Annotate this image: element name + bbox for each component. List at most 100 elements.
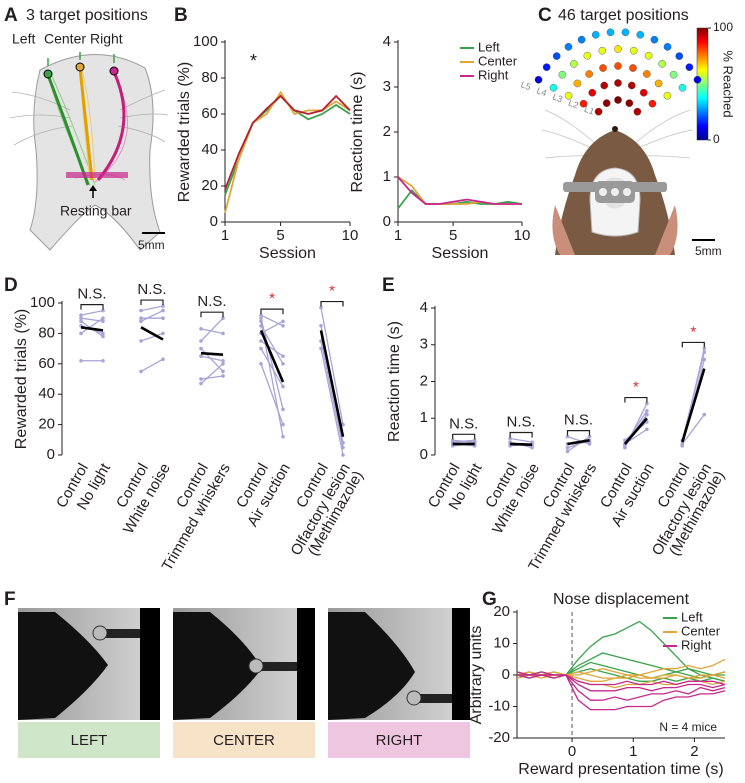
subject-dot — [680, 442, 685, 446]
subject-dot — [702, 350, 707, 354]
x-tick-label: 10 — [342, 227, 359, 244]
target-dot — [598, 46, 607, 55]
subject-line — [200, 375, 224, 380]
legend-label: Right — [478, 67, 509, 82]
significance-label: N.S. — [507, 413, 536, 430]
series-line — [224, 90, 351, 214]
subject-dot — [702, 346, 707, 351]
y-tick-label: 60 — [201, 105, 218, 122]
target-dot — [564, 43, 573, 51]
target-dot — [669, 70, 678, 79]
subject-dot — [259, 313, 263, 317]
x-tick-label: 1 — [629, 743, 637, 760]
target-dot — [644, 51, 653, 60]
target-dot — [621, 28, 630, 37]
subject-dot — [281, 319, 285, 324]
significance-label: * — [329, 283, 335, 300]
series-line — [516, 671, 726, 679]
subject-dot — [565, 449, 570, 454]
y-tick-label: 20 — [201, 177, 218, 194]
target-dot — [588, 88, 597, 97]
y-tick-label: 80 — [38, 324, 55, 341]
subject-dot — [259, 346, 263, 351]
target-dot — [627, 81, 636, 90]
subject-line — [200, 328, 224, 335]
x-axis-label: Session — [259, 245, 316, 262]
subject-dot — [565, 445, 570, 450]
target-dot — [549, 83, 558, 92]
subject-dot — [281, 434, 285, 439]
resting-bar-label: Resting bar — [60, 203, 132, 219]
subject-dot — [319, 305, 323, 310]
subject-line — [320, 348, 344, 456]
panel-letter: G — [482, 589, 497, 610]
y-tick-label: 100 — [193, 33, 218, 50]
y-tick-label: 4 — [420, 299, 428, 316]
y-tick-label: 0 — [47, 446, 55, 463]
subject-dot — [161, 304, 165, 308]
x-axis-label: Reward presentation time (s) — [518, 761, 723, 778]
photo-label: LEFT — [71, 732, 108, 749]
x-tick-label: 2 — [690, 743, 698, 760]
subject-dot — [101, 316, 105, 321]
subject-line — [200, 317, 224, 342]
target-dot — [643, 70, 651, 78]
subject-dot — [587, 434, 592, 439]
significance-label: * — [690, 323, 696, 340]
significance-bracket — [80, 304, 104, 310]
y-axis-label: Reaction time (s) — [349, 72, 366, 193]
target-dot — [675, 52, 684, 60]
subject-line — [260, 320, 284, 334]
y-tick-label: 0 — [502, 666, 510, 683]
target-dot — [583, 51, 592, 60]
photo-label: CENTER — [213, 732, 275, 749]
legend-label: Right — [681, 637, 712, 652]
significance-label: N.S. — [197, 293, 226, 310]
significance-bracket — [624, 396, 648, 403]
y-tick-label: -10 — [488, 697, 510, 714]
y-tick-label: -20 — [488, 729, 510, 746]
y-axis-label: Arbitrary units — [468, 626, 485, 725]
mouse-illustration-a — [9, 52, 169, 251]
target-dot — [606, 28, 615, 37]
target-dot — [573, 79, 582, 88]
target-dot — [579, 99, 588, 108]
series-line — [224, 94, 351, 190]
mouse-illustration-c — [541, 27, 715, 255]
panel-title: 46 target positions — [558, 7, 689, 24]
target-dot — [599, 64, 607, 72]
y-tick-label: 100 — [30, 294, 55, 311]
subject-dot — [79, 331, 83, 336]
subject-dot — [221, 362, 225, 366]
chart-title: Nose displacement — [553, 591, 690, 608]
subject-dot — [645, 401, 649, 406]
photo-label: RIGHT — [376, 732, 423, 749]
significance-bracket — [320, 300, 344, 307]
series-line — [516, 671, 726, 692]
target-dot — [650, 35, 659, 44]
subject-dot — [221, 358, 225, 363]
significance-label: * — [269, 290, 275, 307]
target-dot — [534, 75, 543, 84]
subject-dot — [281, 354, 285, 359]
subject-line — [200, 355, 224, 362]
target-dot — [629, 46, 638, 55]
row-label: L2 — [567, 98, 580, 111]
subject-dot — [508, 436, 512, 441]
target-dot — [629, 64, 637, 72]
target-dot — [633, 107, 642, 116]
mean-line — [200, 351, 224, 356]
y-tick-label: 0 — [420, 446, 428, 463]
significance-bracket — [200, 311, 224, 318]
mean-line — [567, 439, 590, 446]
subject-dot — [319, 324, 323, 328]
subject-dot — [259, 316, 263, 321]
y-tick-label: 20 — [38, 416, 55, 433]
target-dot — [594, 107, 603, 116]
subject-dot — [702, 412, 707, 417]
legend-label: Center — [478, 53, 518, 68]
photo — [18, 608, 160, 720]
y-tick-label: 2 — [383, 123, 391, 140]
